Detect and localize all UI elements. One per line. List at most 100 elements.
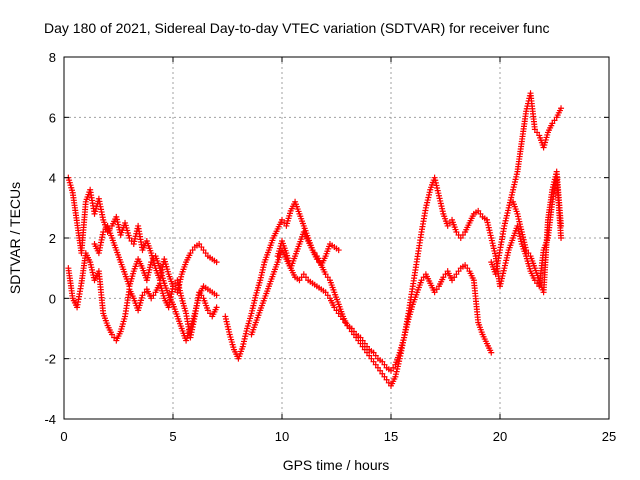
data-point [488, 349, 495, 356]
data-point [558, 235, 565, 241]
data-point-fill [350, 328, 357, 335]
axis-ticks: 0 5 10 15 20 25 -4 -2 0 2 4 6 8 [44, 50, 616, 444]
data-point [322, 289, 329, 296]
data-point [213, 259, 220, 266]
data-point [148, 295, 155, 302]
data-point [139, 292, 146, 299]
data-point-fill [198, 244, 205, 251]
data-point-fill [364, 343, 371, 350]
series-track-b [65, 250, 220, 344]
data-point-fill [150, 256, 157, 263]
data-point [100, 228, 107, 235]
data-point-fill [385, 379, 392, 386]
chart-title: Day 180 of 2021, Sidereal Day-to-day VTE… [44, 20, 550, 36]
data-point [523, 247, 530, 254]
data-point [388, 367, 394, 374]
data-point-fill [372, 361, 379, 368]
data-point-fill [459, 231, 466, 238]
data-point [204, 307, 211, 314]
data-point-fill [333, 307, 340, 314]
data-point [300, 271, 307, 278]
x-tick-label: 5 [169, 429, 176, 444]
data-point-fill [324, 292, 331, 299]
data-point [457, 235, 464, 241]
data-point [296, 277, 303, 284]
data-point [379, 358, 386, 365]
data-point [187, 250, 194, 257]
data-point-fill [534, 129, 541, 136]
data-point [370, 358, 377, 365]
series-track-i [510, 168, 565, 296]
data-point [449, 277, 456, 284]
data-point-fill [477, 210, 484, 217]
data-point [374, 364, 381, 371]
data-point [213, 304, 220, 311]
data-point [148, 259, 155, 266]
y-tick-label: -2 [44, 352, 56, 367]
x-tick-label: 25 [602, 429, 616, 444]
data-point-fill [324, 274, 331, 281]
data-point-fill [368, 355, 375, 362]
data-point-fill [390, 364, 397, 371]
data-point [558, 222, 565, 229]
x-axis-label: GPS time / hours [283, 457, 390, 473]
y-tick-label: 4 [49, 171, 56, 186]
series-track-c [91, 222, 220, 344]
data-point [453, 271, 460, 278]
data-point-fill [342, 319, 349, 326]
data-point-fill [381, 373, 388, 380]
data-point-fill [433, 286, 440, 293]
data-point-fill [446, 219, 453, 226]
data-point [361, 340, 368, 347]
data-point-fill [372, 352, 379, 359]
data-point [313, 256, 320, 263]
data-point-fill [316, 259, 323, 266]
data-points [65, 90, 565, 389]
data-point [366, 352, 373, 359]
data-point [383, 376, 390, 383]
data-point [379, 370, 386, 377]
data-point [444, 222, 451, 229]
data-point-fill [150, 292, 157, 299]
data-point-fill [302, 274, 309, 281]
data-point-fill [464, 265, 471, 272]
data-point-fill [420, 274, 427, 281]
x-tick-label: 0 [60, 429, 67, 444]
y-axis-label: SDTVAR / TECUs [7, 182, 23, 294]
data-point-fill [111, 334, 118, 341]
data-point-fill [207, 310, 214, 317]
data-point [340, 316, 347, 323]
data-point [357, 334, 364, 341]
y-tick-label: 6 [49, 110, 56, 125]
data-point [475, 207, 482, 214]
data-point-fill [551, 117, 558, 124]
y-tick-label: -4 [44, 412, 56, 427]
data-point [322, 271, 329, 278]
data-point [531, 126, 538, 133]
data-point [418, 277, 425, 284]
x-tick-label: 20 [493, 429, 507, 444]
data-point [431, 289, 438, 296]
data-point-fill [337, 313, 344, 320]
data-point-fill [189, 247, 196, 254]
data-point [335, 310, 342, 317]
data-point [440, 274, 447, 281]
series-track-e [274, 238, 495, 374]
data-point-fill [451, 274, 458, 281]
grid-lines [64, 57, 609, 419]
data-point [196, 241, 203, 248]
data-point [348, 325, 355, 332]
data-point [370, 349, 377, 356]
series-track-d [222, 174, 490, 389]
data-point-fill [455, 268, 462, 275]
data-point [279, 216, 285, 223]
data-point [126, 235, 133, 241]
x-tick-label: 10 [275, 429, 289, 444]
data-point [213, 292, 220, 299]
data-point [462, 262, 469, 269]
data-point-fill [377, 367, 384, 374]
data-point-fill [442, 271, 449, 278]
series-track-f [248, 228, 342, 338]
y-tick-label: 8 [49, 50, 56, 65]
